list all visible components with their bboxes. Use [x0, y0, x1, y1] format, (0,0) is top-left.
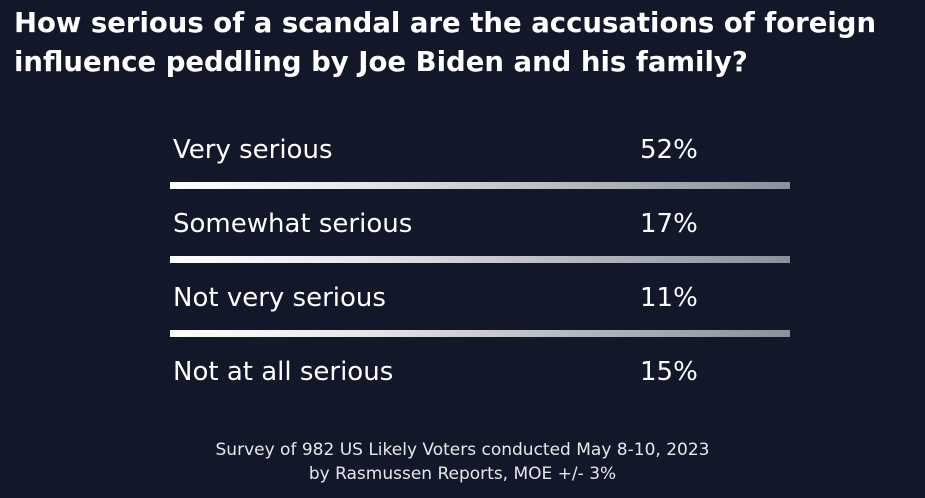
row-divider [170, 256, 790, 263]
chart-title: How serious of a scandal are the accusat… [14, 7, 877, 78]
table-row: Somewhat serious 17% [170, 198, 790, 272]
survey-footnote: Survey of 982 US Likely Voters conducted… [0, 438, 925, 486]
row-value-not-at-all-serious: 15% [640, 357, 698, 387]
row-label-somewhat-serious: Somewhat serious [173, 209, 413, 239]
row-value-very-serious: 52% [640, 135, 698, 165]
table-row: Very serious 52% [170, 124, 790, 198]
row-label-not-very-serious: Not very serious [173, 283, 386, 313]
footnote-line-1: Survey of 982 US Likely Voters conducted… [215, 440, 710, 460]
table-row: Not very serious 11% [170, 272, 790, 346]
table-row: Not at all serious 15% [170, 346, 790, 420]
row-label-very-serious: Very serious [173, 135, 333, 165]
row-value-not-very-serious: 11% [640, 283, 698, 313]
row-label-not-at-all-serious: Not at all serious [173, 357, 394, 387]
row-divider [170, 182, 790, 189]
footnote-line-2: by Rasmussen Reports, MOE +/- 3% [308, 464, 617, 484]
row-value-somewhat-serious: 17% [640, 209, 698, 239]
results-table: Very serious 52% Somewhat serious 17% No… [170, 124, 790, 420]
row-divider [170, 330, 790, 337]
